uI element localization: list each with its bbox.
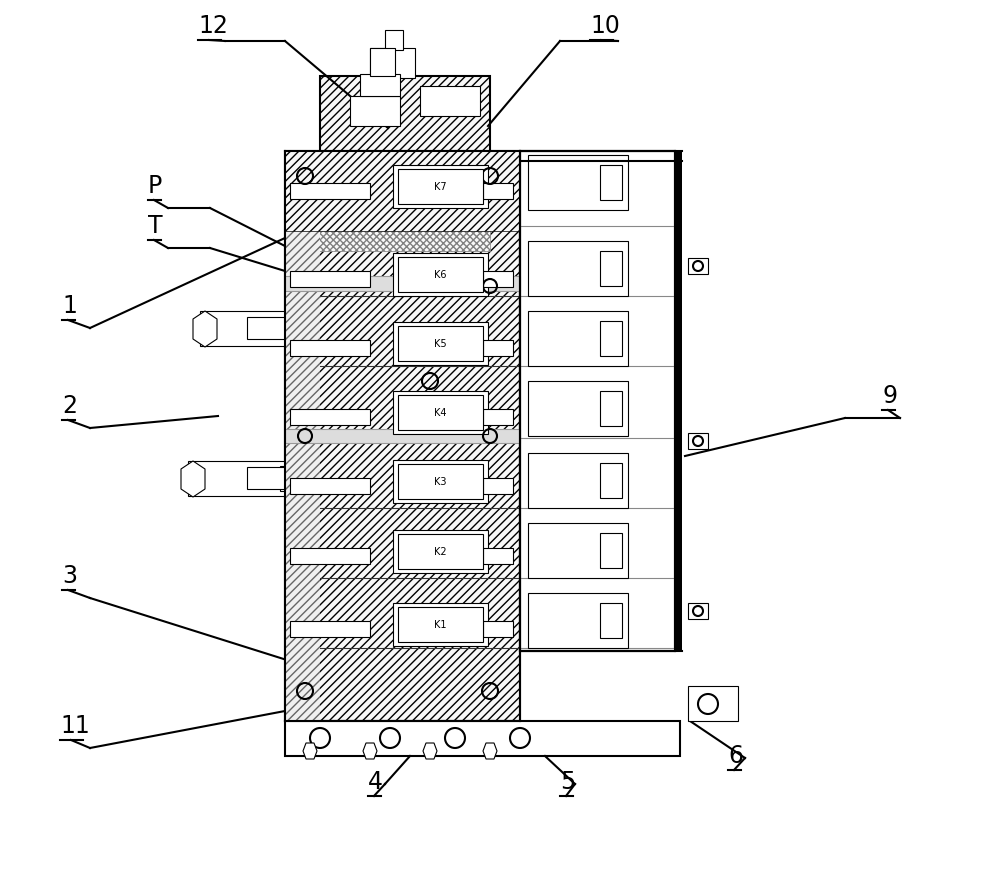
Bar	[393, 391, 488, 434]
Bar	[320, 76, 490, 151]
Bar	[290, 548, 370, 564]
Bar	[398, 395, 483, 430]
Bar	[285, 151, 320, 721]
Bar	[188, 461, 285, 496]
Polygon shape	[193, 311, 217, 347]
Bar	[393, 603, 488, 646]
Bar	[370, 48, 395, 76]
Bar	[247, 317, 285, 339]
Text: T: T	[148, 214, 163, 238]
Text: K5: K5	[434, 339, 447, 349]
Bar	[398, 257, 483, 292]
Bar	[247, 467, 285, 489]
Bar	[528, 593, 628, 648]
Bar	[528, 241, 628, 296]
Bar	[528, 311, 628, 366]
Bar	[528, 523, 628, 578]
Text: P: P	[148, 174, 162, 198]
Bar	[483, 271, 513, 287]
Bar	[520, 151, 675, 651]
Text: 4: 4	[368, 770, 383, 794]
Bar	[600, 463, 622, 498]
Polygon shape	[181, 461, 205, 497]
Bar	[285, 721, 680, 756]
Bar	[688, 686, 738, 721]
Text: K1: K1	[434, 620, 447, 630]
Text: 12: 12	[198, 14, 228, 38]
Bar	[674, 151, 682, 651]
Bar	[200, 311, 290, 346]
Bar	[483, 548, 513, 564]
Text: 6: 6	[728, 744, 743, 768]
Bar	[290, 409, 370, 425]
Polygon shape	[423, 743, 437, 759]
Bar	[350, 96, 400, 126]
Bar	[398, 169, 483, 204]
Text: K4: K4	[434, 408, 447, 418]
Text: 1: 1	[62, 294, 77, 318]
Bar	[688, 433, 708, 449]
Bar	[600, 165, 622, 200]
Bar	[483, 478, 513, 494]
Bar	[600, 603, 622, 638]
Bar	[600, 391, 622, 426]
Text: 2: 2	[62, 394, 77, 418]
Bar	[393, 460, 488, 503]
Bar	[600, 321, 622, 356]
Bar	[290, 621, 370, 637]
Bar	[285, 276, 520, 291]
Bar	[285, 316, 315, 341]
Bar	[688, 258, 708, 274]
Text: K7: K7	[434, 182, 447, 192]
Bar	[600, 251, 622, 286]
Bar	[385, 30, 403, 50]
Bar	[528, 155, 628, 210]
Bar	[483, 409, 513, 425]
Text: K3: K3	[434, 477, 447, 487]
Bar	[600, 533, 622, 568]
Bar	[280, 466, 310, 491]
Text: 9: 9	[882, 384, 897, 408]
Bar	[483, 340, 513, 356]
Polygon shape	[483, 743, 497, 759]
Bar	[398, 464, 483, 499]
Bar	[528, 453, 628, 508]
Bar	[398, 326, 483, 361]
Bar	[360, 74, 400, 96]
Bar	[483, 621, 513, 637]
Polygon shape	[303, 743, 317, 759]
Text: 5: 5	[560, 770, 575, 794]
Bar	[528, 381, 628, 436]
Bar	[393, 322, 488, 365]
Text: K2: K2	[434, 547, 447, 557]
Bar	[370, 48, 415, 78]
Bar	[285, 151, 520, 721]
Bar	[483, 183, 513, 199]
Bar	[393, 165, 488, 208]
Text: 10: 10	[590, 14, 620, 38]
Polygon shape	[363, 743, 377, 759]
Text: 11: 11	[60, 714, 90, 738]
Bar	[420, 86, 480, 116]
Bar	[285, 429, 520, 443]
Bar	[290, 478, 370, 494]
Text: K6: K6	[434, 270, 447, 280]
Bar	[315, 151, 490, 251]
Bar	[290, 340, 370, 356]
Bar	[393, 530, 488, 573]
Bar	[398, 534, 483, 569]
Bar	[398, 607, 483, 642]
Bar	[290, 271, 370, 287]
Bar	[393, 253, 488, 296]
Bar	[290, 183, 370, 199]
Text: 3: 3	[62, 564, 77, 588]
Bar	[688, 603, 708, 619]
Bar	[285, 151, 520, 231]
